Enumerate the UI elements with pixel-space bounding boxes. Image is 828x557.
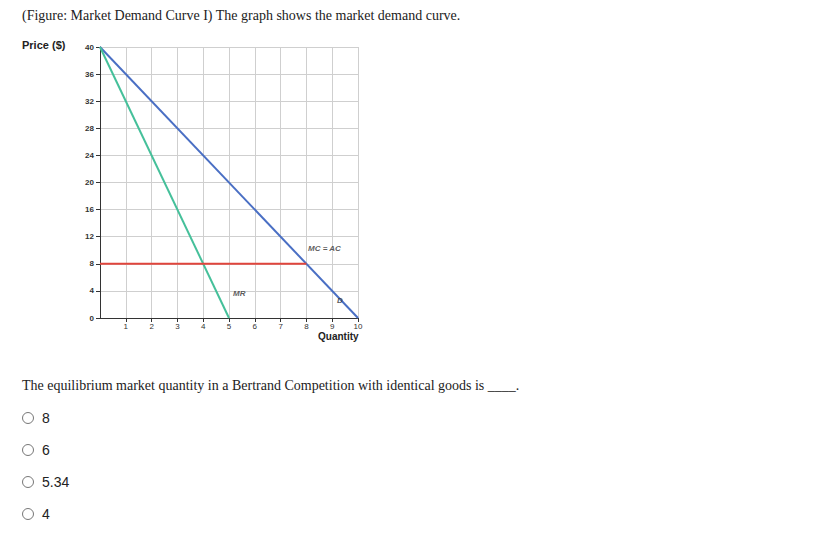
svg-text:8: 8 [304,322,309,331]
svg-text:28: 28 [85,124,94,133]
svg-text:40: 40 [85,43,94,52]
svg-text:12: 12 [85,232,94,241]
svg-text:2: 2 [149,322,154,331]
svg-text:24: 24 [85,151,94,160]
svg-text:16: 16 [85,205,94,214]
svg-text:7: 7 [278,322,283,331]
svg-text:5: 5 [227,322,232,331]
svg-text:32: 32 [85,97,94,106]
html-text:(Figure: Market Demand Curve I: (Figure: Market Demand Curve I) The grap… [22,8,461,23]
svg-text:10: 10 [354,322,363,331]
html-text:4: 4 [42,506,50,522]
svg-text:36: 36 [85,70,94,79]
svg-text:D: D [337,296,343,305]
html-text:6: 6 [42,442,50,458]
svg-text:8: 8 [90,259,95,268]
html-text:5.34: 5.34 [42,474,70,490]
html-text:Price ($): Price ($) [22,39,66,51]
svg-text:0: 0 [90,314,95,323]
svg-text:MC = AC: MC = AC [308,244,341,253]
svg-text:MR: MR [233,289,246,298]
svg-text:3: 3 [175,322,180,331]
svg-text:4: 4 [90,286,95,295]
html-text:The equilibrium market quantit: The equilibrium market quantity in a Ber… [22,378,520,393]
svg-text:6: 6 [253,322,258,331]
svg-text:1: 1 [124,322,129,331]
svg-text:9: 9 [330,322,335,331]
svg-text:4: 4 [201,322,206,331]
html-text:8: 8 [42,410,50,426]
html-text:Quantity: Quantity [318,331,359,342]
svg-text:20: 20 [85,178,94,187]
